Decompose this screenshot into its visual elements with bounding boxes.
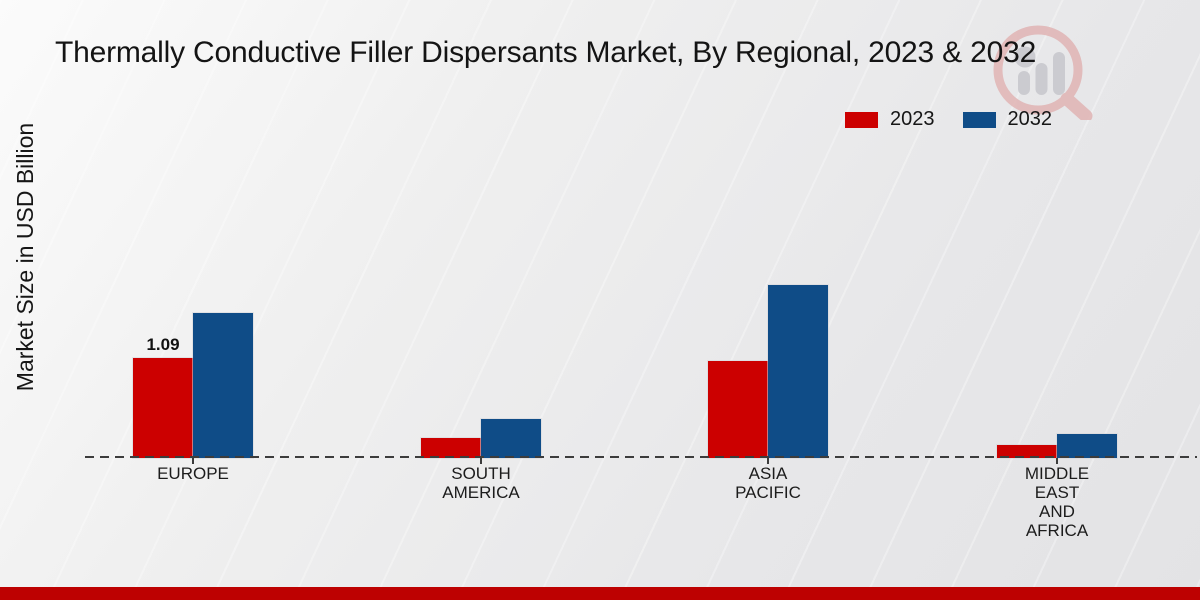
- magnifier-icon: [993, 25, 1093, 120]
- bar-2032-asia-pacific: [768, 285, 828, 458]
- bar-2023-south-america: [421, 438, 481, 458]
- value-label: 1.09: [146, 335, 180, 354]
- bar-2032-south-america: [481, 419, 541, 458]
- legend-label-2032: 2032: [1007, 108, 1053, 130]
- legend-swatch-2032: [962, 111, 996, 128]
- legend-item-2023: 2023: [845, 108, 935, 131]
- bar-2023-middle-east-and-africa: [997, 445, 1057, 458]
- category-label-south-america: SOUTH AMERICA: [442, 464, 520, 502]
- bar-2023-europe: [133, 358, 193, 458]
- bar-2032-europe: [193, 313, 253, 458]
- chart-title: Thermally Conductive Filler Dispersants …: [55, 36, 1037, 69]
- legend: 2023 2032: [845, 108, 1052, 131]
- bar-2023-asia-pacific: [708, 361, 768, 458]
- legend-item-2032: 2032: [962, 108, 1053, 131]
- category-label-asia-pacific: ASIA PACIFIC: [735, 464, 801, 502]
- legend-swatch-2023: [845, 111, 878, 128]
- footer-band: [0, 587, 1200, 600]
- category-label-middle-east-and-africa: MIDDLE EAST AND AFRICA: [1024, 464, 1090, 540]
- axis-tick: [192, 458, 194, 464]
- x-axis-baseline: [85, 456, 1197, 458]
- axis-tick: [1056, 458, 1058, 464]
- bar-chart-icon: [1014, 46, 1065, 95]
- legend-label-2023: 2023: [890, 108, 935, 130]
- category-label-europe: EUROPE: [157, 464, 229, 483]
- brand-logo: [993, 25, 1093, 120]
- bar-2032-middle-east-and-africa: [1057, 434, 1117, 458]
- axis-tick: [480, 458, 482, 464]
- axis-tick: [767, 458, 769, 464]
